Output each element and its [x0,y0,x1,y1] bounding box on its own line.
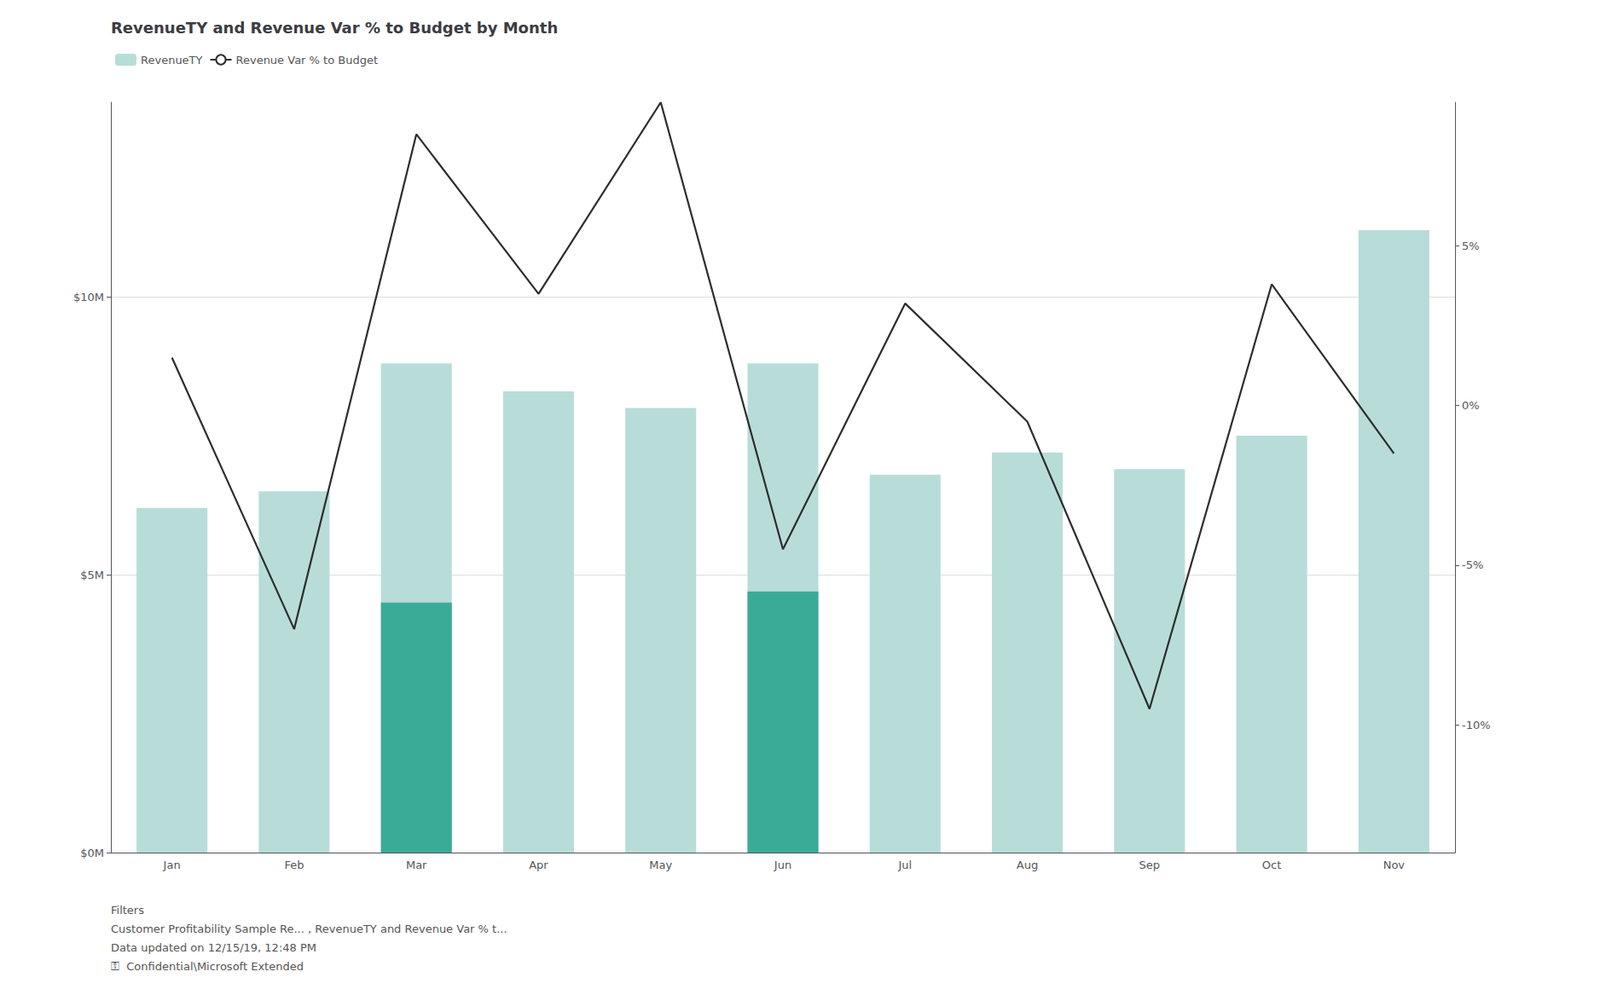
svg-text:$10M: $10M [73,290,105,304]
svg-text:Jan: Jan [162,858,181,872]
svg-text:Jun: Jun [773,858,792,872]
svg-text:Oct: Oct [1262,858,1282,872]
svg-text:RevenueTY: RevenueTY [140,53,203,67]
svg-text:-10%: -10% [1461,718,1491,732]
svg-text:Filters: Filters [110,904,145,917]
svg-text:Mar: Mar [405,858,428,872]
svg-text:Jul: Jul [897,858,912,872]
svg-text:⚿ Confidential\Microsoft Exte: ⚿ Confidential\Microsoft Extended [110,960,304,974]
svg-text:Apr: Apr [528,858,549,872]
svg-text:RevenueTY and Revenue Var % to: RevenueTY and Revenue Var % to Budget by… [110,18,558,37]
svg-text:Aug: Aug [1016,858,1038,872]
svg-text:Nov: Nov [1383,858,1406,872]
svg-text:Feb: Feb [284,858,304,872]
svg-text:-5%: -5% [1461,558,1484,572]
svg-text:Sep: Sep [1139,858,1161,872]
svg-text:May: May [649,858,673,872]
svg-text:0%: 0% [1461,399,1480,412]
svg-text:Data updated on 12/15/19, 12:4: Data updated on 12/15/19, 12:48 PM [110,941,317,955]
svg-text:$5M: $5M [80,568,105,582]
svg-text:Customer Profitability Sample: Customer Profitability Sample Re... , Re… [110,922,508,936]
svg-text:Revenue Var % to Budget: Revenue Var % to Budget [235,53,378,67]
svg-text:$0M: $0M [80,846,105,860]
svg-text:5%: 5% [1461,239,1480,253]
